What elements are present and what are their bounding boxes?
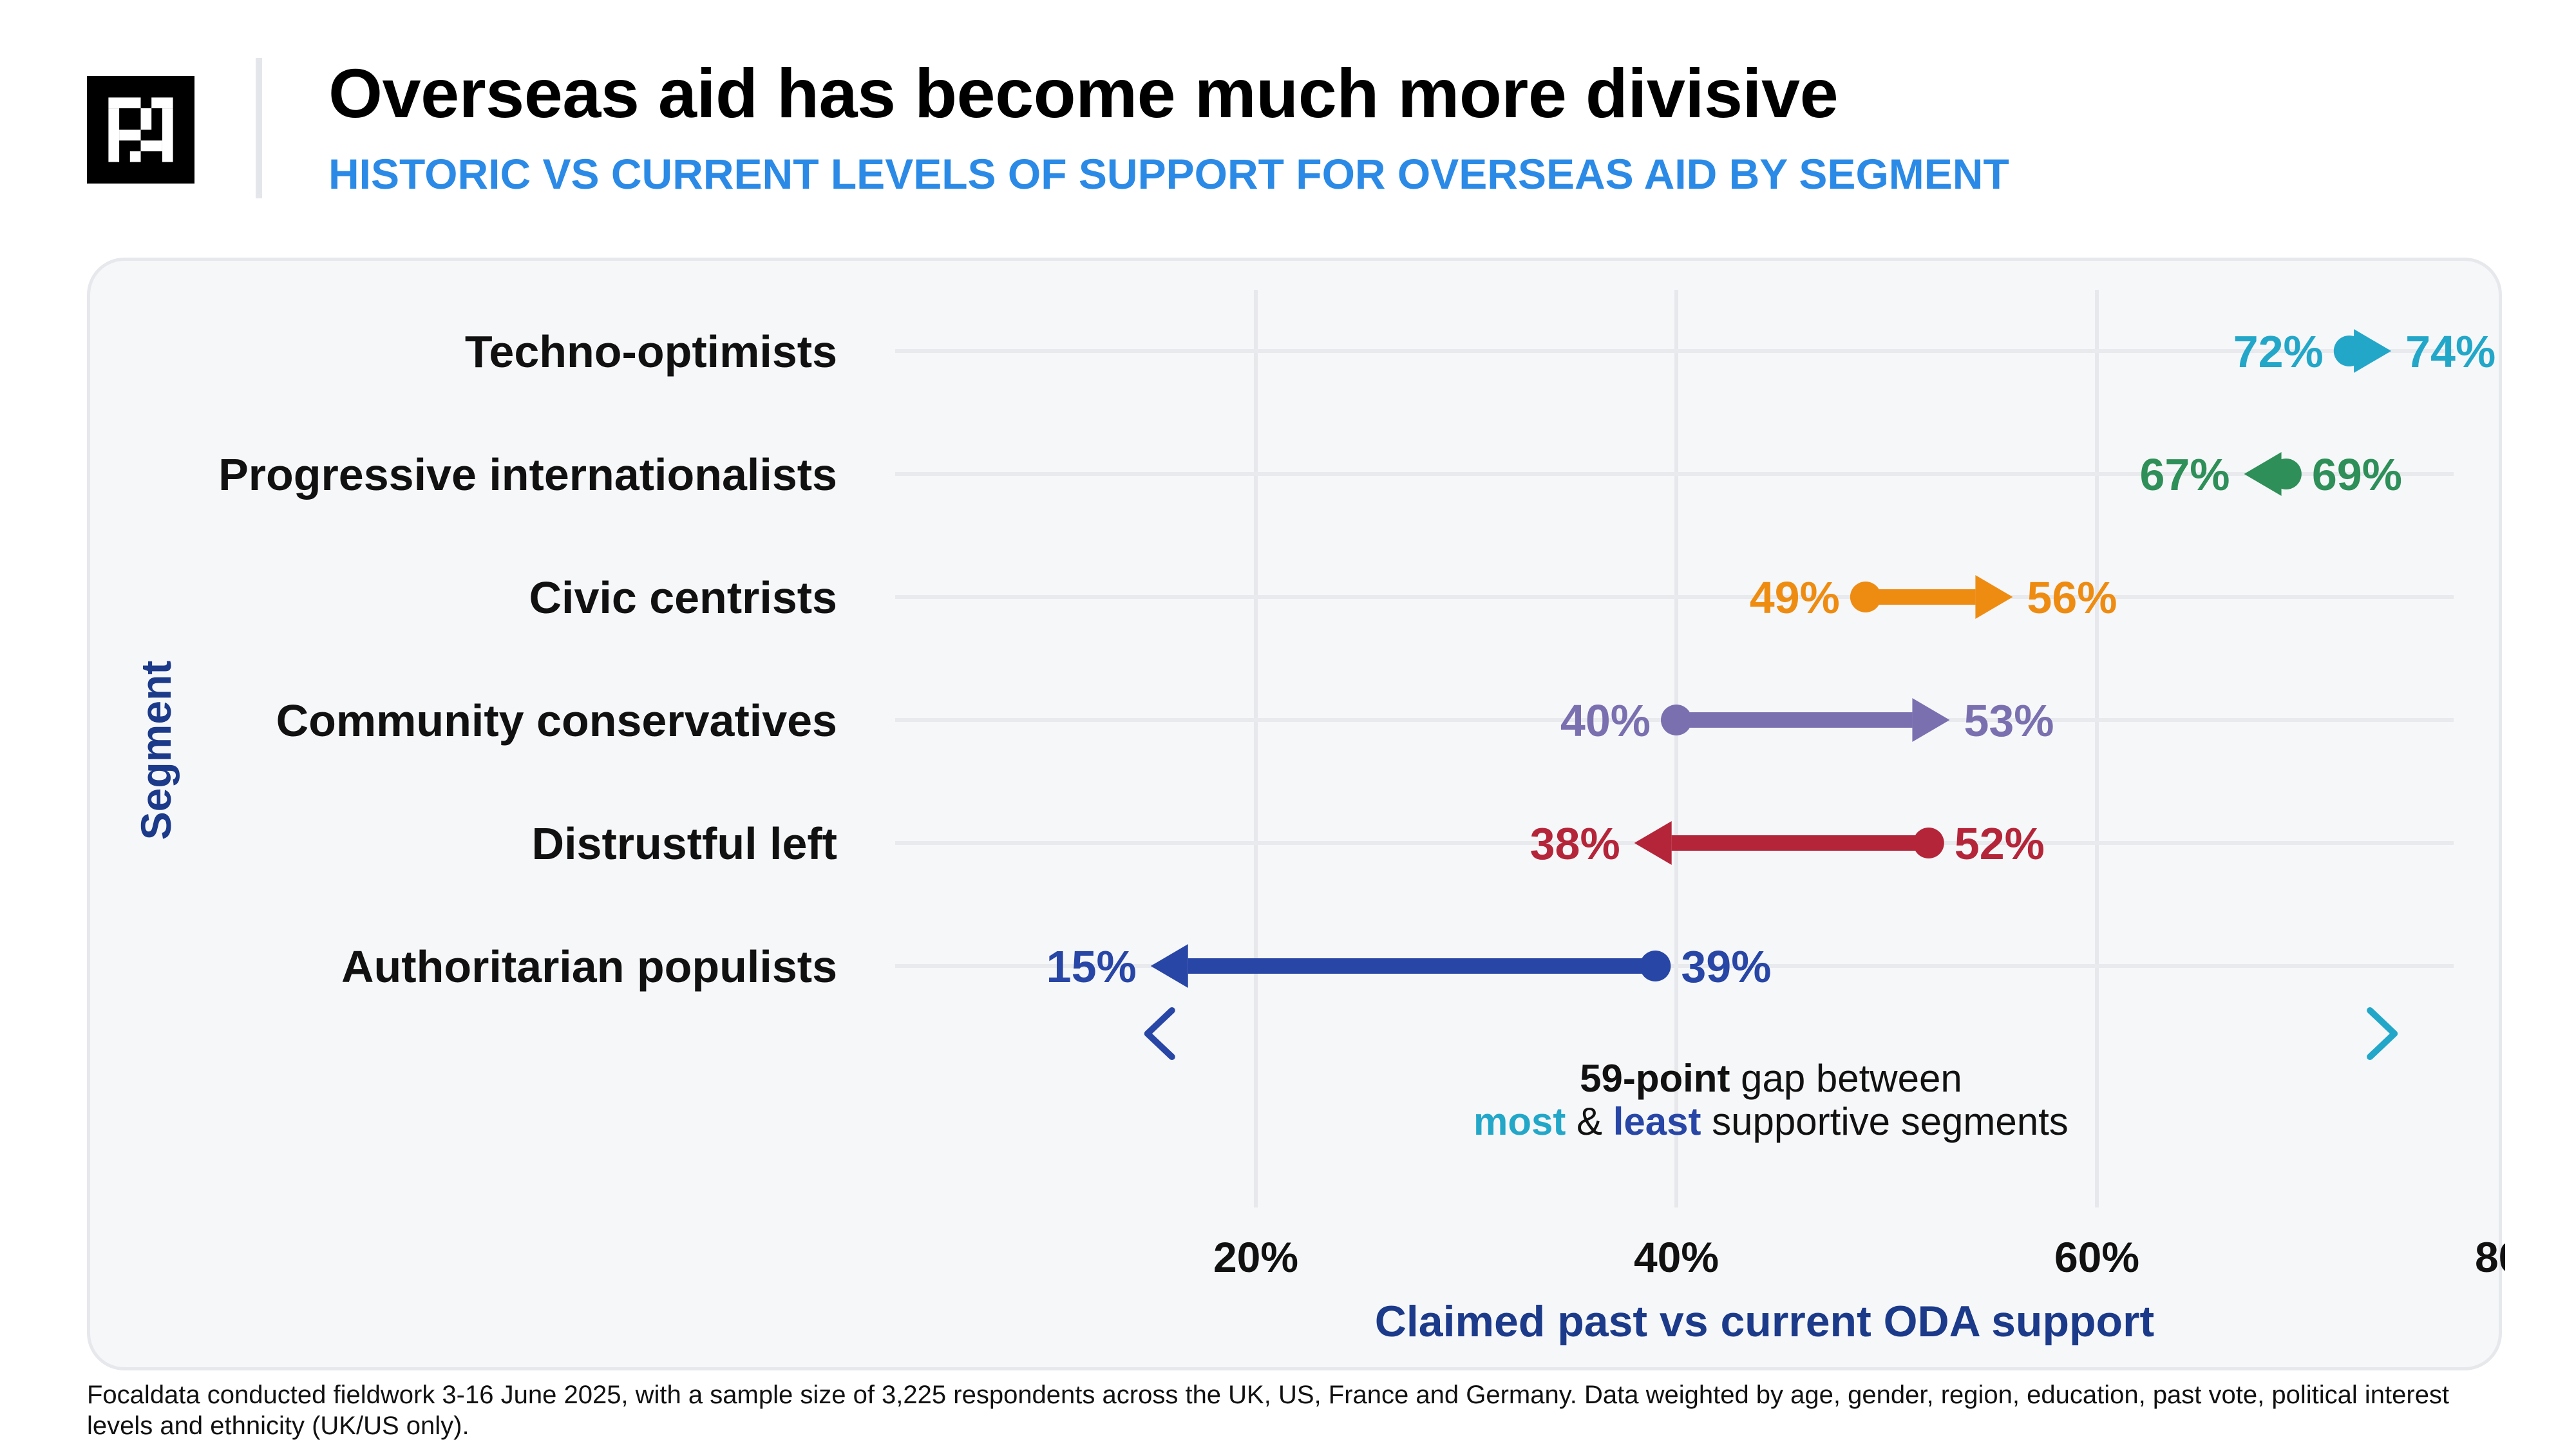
x-tick-label: 80%	[2475, 1233, 2505, 1281]
value-label-high: 74%	[2405, 327, 2496, 377]
past-dot	[2270, 459, 2302, 489]
value-label-low: 72%	[2233, 327, 2324, 377]
arrow-head	[1634, 821, 1672, 865]
value-label-high: 56%	[2027, 573, 2117, 623]
segment-label: Authoritarian populists	[341, 942, 837, 992]
arrow-head	[1150, 944, 1188, 988]
past-dot	[2333, 336, 2365, 366]
x-tick-label: 40%	[1634, 1233, 1719, 1281]
footnote: Focaldata conducted fieldwork 3-16 June …	[87, 1381, 2450, 1440]
segment-label: Distrustful left	[532, 819, 837, 869]
page-title: Overseas aid has become much more divisi…	[328, 54, 1839, 132]
value-label-low: 40%	[1560, 696, 1651, 746]
focaldata-logo-icon	[87, 76, 194, 184]
arrow-head	[2244, 452, 2282, 496]
segment-label: Progressive internationalists	[218, 450, 837, 500]
value-label-low: 38%	[1530, 819, 1620, 869]
value-label-low: 67%	[2139, 450, 2230, 500]
header-divider	[256, 58, 262, 198]
gap-arrow-right-head	[2367, 1007, 2398, 1060]
past-dot	[1640, 951, 1671, 981]
arrow-head	[1912, 698, 1950, 742]
value-label-high: 52%	[1955, 819, 2045, 869]
arrow-head	[1975, 575, 2013, 619]
value-label-high: 69%	[2312, 450, 2402, 500]
past-dot	[1913, 828, 1944, 858]
value-label-low: 49%	[1750, 573, 1840, 623]
past-dot	[1850, 582, 1881, 612]
segment-label: Community conservatives	[276, 696, 837, 746]
gap-arrow-left-head	[1144, 1007, 1175, 1060]
value-label-low: 15%	[1046, 942, 1137, 992]
x-axis-title: Claimed past vs current ODA support	[1375, 1297, 2154, 1346]
x-tick-label: 60%	[2054, 1233, 2139, 1281]
y-axis-title: Segment	[132, 661, 180, 840]
x-tick-label: 20%	[1213, 1233, 1298, 1281]
past-dot	[1661, 705, 1692, 735]
chart-panel: Techno-optimists 72% 74% Progressive intern…	[87, 258, 2505, 1370]
value-label-high: 39%	[1681, 942, 1771, 992]
gap-annotation-line2: most & least supportive segments	[1473, 1100, 2069, 1143]
page-subtitle: HISTORIC VS CURRENT LEVELS OF SUPPORT FO…	[328, 150, 2009, 198]
value-label-high: 53%	[1964, 696, 2054, 746]
segment-label: Techno-optimists	[465, 327, 837, 377]
arrow-head	[2354, 329, 2392, 373]
dumbbell-chart: Techno-optimists 72% 74% Progressive intern…	[132, 290, 2505, 1346]
segment-label: Civic centrists	[529, 573, 837, 623]
gap-annotation-line1: 59-point gap between	[1580, 1057, 1962, 1100]
